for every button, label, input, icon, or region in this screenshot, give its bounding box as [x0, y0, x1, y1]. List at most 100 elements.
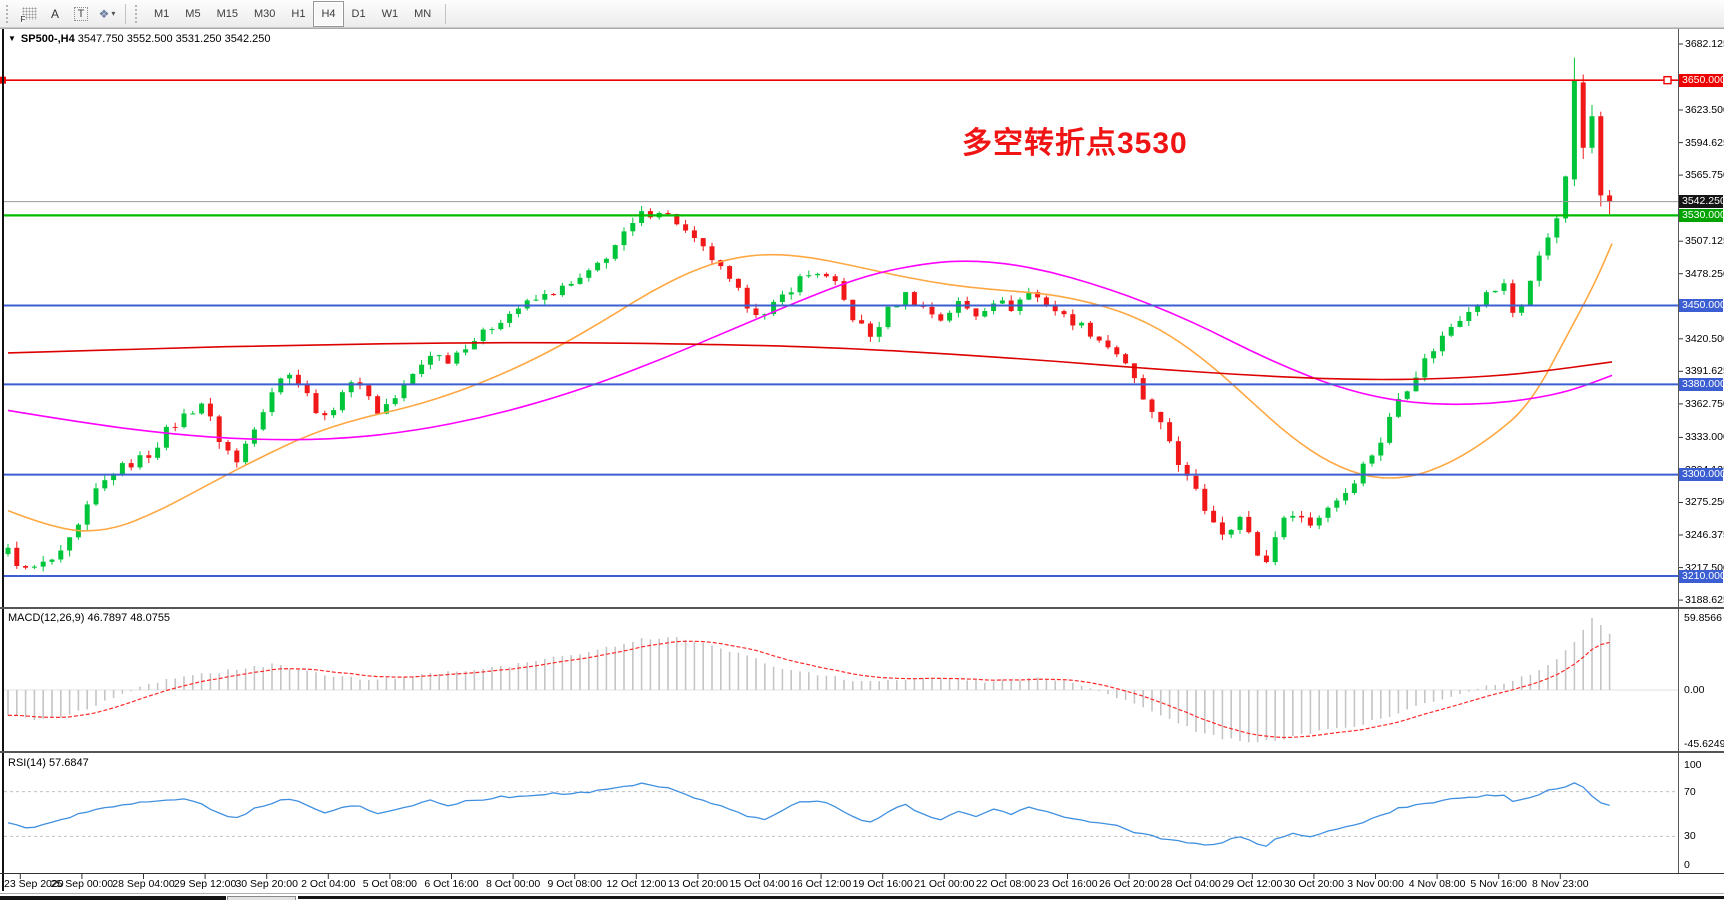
candle — [867, 323, 873, 337]
timeframe-button-m1[interactable]: M1 — [154, 7, 170, 20]
candle — [674, 214, 680, 225]
candle — [955, 301, 961, 313]
candle — [207, 403, 213, 417]
candle — [1272, 537, 1278, 563]
candle — [1404, 391, 1410, 399]
candle — [533, 299, 539, 301]
text-t-icon: T — [73, 6, 89, 21]
date-label: 5 Oct 08:00 — [362, 878, 418, 890]
rsi-axis-label: 100 — [1684, 759, 1702, 771]
timeframe-button-m5[interactable]: M5 — [185, 7, 201, 20]
candle — [1466, 311, 1472, 321]
candle — [718, 260, 724, 267]
price-tick-label: 3246.375 — [1685, 529, 1724, 542]
candle — [1475, 305, 1481, 312]
candle — [515, 308, 521, 314]
candle — [727, 266, 733, 279]
label-tool-button[interactable]: A — [43, 2, 67, 26]
candle — [427, 355, 433, 365]
candle — [181, 413, 187, 428]
candle — [1158, 411, 1164, 423]
price-tick-label: 3275.250 — [1685, 496, 1724, 509]
candle — [876, 327, 882, 337]
candle — [1123, 354, 1129, 364]
toolbar-grip[interactable] — [135, 4, 141, 23]
timeframe-button-m15[interactable]: M15 — [216, 7, 238, 20]
macd-axis-label: 0.00 — [1684, 684, 1705, 696]
timeframe-button-m30[interactable]: M30 — [253, 7, 276, 20]
chart-grid-button[interactable]: F — [17, 2, 41, 26]
candle — [806, 275, 812, 277]
candle — [49, 559, 55, 562]
candle — [251, 429, 257, 444]
candle — [1545, 237, 1551, 256]
candle — [1281, 517, 1287, 538]
candle — [419, 364, 425, 374]
candle — [1255, 532, 1261, 556]
timeframe-button-h1[interactable]: H1 — [291, 7, 306, 20]
candle — [1149, 399, 1155, 412]
candle — [1598, 116, 1604, 196]
price-badge: 3650.000 — [1679, 73, 1724, 87]
annotation-text[interactable]: 多空转折点3530 — [962, 127, 1188, 160]
candle — [1510, 283, 1516, 313]
candle — [23, 566, 29, 568]
timeframe-button-h4[interactable]: H4 — [313, 0, 344, 27]
timeframe-button-d1[interactable]: D1 — [351, 7, 366, 20]
candle — [1061, 311, 1067, 315]
macd-axis-label: -45.6249 — [1684, 738, 1724, 750]
chart-dropdown-icon[interactable]: ▼ — [8, 34, 16, 43]
candle — [1096, 336, 1102, 341]
candle — [331, 410, 337, 416]
chart-window-left-border — [2, 29, 4, 891]
price-badge: 3530.000 — [1679, 208, 1724, 222]
candle — [445, 355, 451, 364]
horizontal-scrollbar[interactable] — [0, 893, 1724, 900]
macd-panel-separator[interactable] — [0, 607, 1724, 609]
toolbar-grip[interactable] — [6, 4, 12, 23]
candle — [463, 349, 469, 353]
timeframe-buttons: M1 M5 M15 M30 H1 H4 D1 W1 MN — [146, 0, 439, 27]
candle — [894, 306, 900, 308]
candle — [1219, 522, 1225, 535]
candle — [885, 306, 891, 328]
candle — [744, 287, 750, 309]
drawing-tools-button[interactable]: ❖ ▾ — [95, 2, 119, 26]
scrollbar-track[interactable] — [0, 896, 226, 900]
text-tool-button[interactable]: T — [69, 2, 93, 26]
candle — [313, 393, 319, 414]
candle — [823, 273, 829, 277]
line-handle[interactable] — [1663, 75, 1672, 85]
candle — [304, 384, 310, 394]
candle — [1448, 327, 1454, 336]
candle — [1422, 358, 1428, 378]
candle — [973, 308, 979, 317]
date-label: 19 Oct 16:00 — [852, 878, 913, 890]
timeframe-button-mn[interactable]: MN — [414, 7, 432, 20]
date-label: 3 Nov 00:00 — [1347, 878, 1404, 890]
candle — [14, 547, 20, 566]
price-tick-label: 3391.625 — [1685, 365, 1724, 378]
timeframe-button-w1[interactable]: W1 — [381, 7, 399, 20]
date-label: 25 Sep 00:00 — [50, 878, 114, 890]
date-label: 13 Oct 20:00 — [667, 878, 728, 890]
candle — [999, 300, 1005, 304]
candle — [480, 329, 486, 341]
candle — [1439, 335, 1445, 352]
scrollbar-track[interactable] — [298, 896, 1724, 899]
candle — [1263, 555, 1269, 563]
date-label: 22 Oct 08:00 — [975, 878, 1036, 890]
symbol-period: SP500-,H4 — [20, 33, 75, 45]
candle — [1202, 488, 1208, 511]
candle — [58, 550, 64, 560]
candle — [1228, 529, 1234, 535]
scrollbar-thumb[interactable] — [227, 896, 296, 900]
candle — [454, 352, 460, 364]
rsi-panel-separator[interactable] — [0, 751, 1724, 753]
drawing-tools-icon: ❖ — [98, 6, 110, 21]
price-badge: 3210.000 — [1679, 569, 1724, 583]
ohlc-readout: 3547.750 3552.500 3531.250 3542.250 — [77, 33, 271, 45]
candle — [1211, 510, 1217, 523]
